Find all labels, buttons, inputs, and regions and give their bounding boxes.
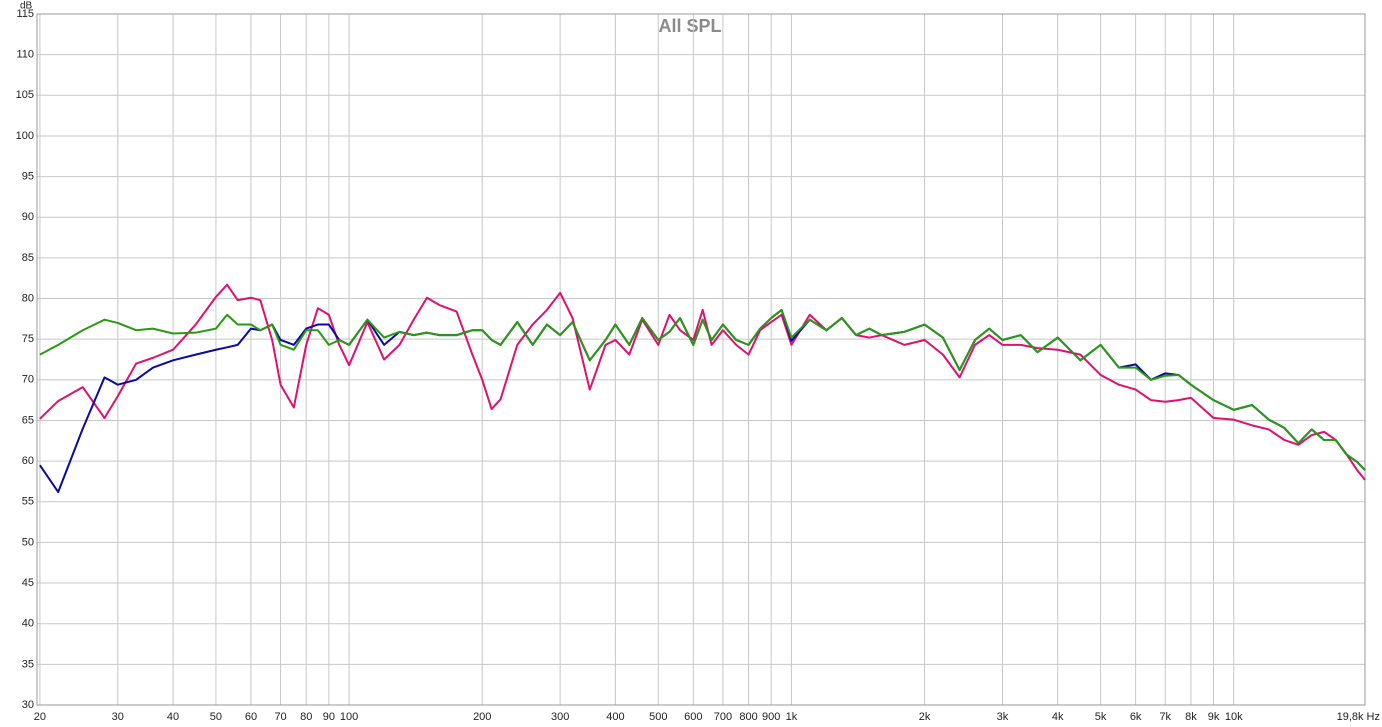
x-tick-label: 20 [34,711,46,723]
y-tick-label: 45 [22,577,34,589]
x-tick-label: 90 [323,711,335,723]
x-tick-label: 80 [300,711,312,723]
x-tick-label: 4k [1052,711,1064,723]
x-tick-label: 9k [1208,711,1220,723]
plot-frame [36,13,1366,706]
y-tick-label: 90 [22,211,34,223]
y-tick-label: 35 [22,658,34,670]
y-tick-label: 30 [22,699,34,711]
x-tick-label: 10k [1225,711,1243,723]
x-tick-label: 700 [714,711,732,723]
x-tick-label: 500 [649,711,667,723]
x-tick-label: 50 [210,711,222,723]
chart-title: All SPL [658,16,721,36]
y-tick-label: 100 [16,130,34,142]
x-tick-label: 600 [684,711,702,723]
x-tick-label: 5k [1095,711,1107,723]
x-tick-label: 100 [340,711,358,723]
y-tick-label: 65 [22,414,34,426]
x-tick-label: 3k [997,711,1009,723]
y-tick-label: 85 [22,252,34,264]
series-line [39,308,1366,471]
y-tick-label: 80 [22,292,34,304]
y-tick-label: 105 [16,89,34,101]
y-tick-label: 55 [22,496,34,508]
y-axis-label: dB [20,1,33,12]
y-tick-label: 40 [22,618,34,630]
x-tick-label: 1k [786,711,798,723]
x-tick-label: 7k [1159,711,1171,723]
y-tick-label: 70 [22,374,34,386]
series-line [39,283,1366,481]
y-tick-label: 60 [22,455,34,467]
x-tick-label: 400 [606,711,624,723]
x-tick-label: 30 [112,711,124,723]
x-tick-label: 70 [274,711,286,723]
x-tick-label: 60 [245,711,257,723]
x-tick-label: 800 [739,711,757,723]
y-tick-label: 75 [22,333,34,345]
x-tick-label: 40 [167,711,179,723]
x-tick-label: 19,8k Hz [1337,711,1380,723]
x-tick-label: 200 [473,711,491,723]
x-tick-label: 900 [762,711,780,723]
y-tick-label: 50 [22,536,34,548]
y-tick-label: 115 [16,8,34,20]
x-tick-label: 2k [919,711,931,723]
y-tick-label: 95 [22,170,34,182]
y-tick-label: 110 [16,49,34,61]
x-tick-label: 6k [1130,711,1142,723]
x-tick-label: 8k [1185,711,1197,723]
x-tick-label: 300 [551,711,569,723]
